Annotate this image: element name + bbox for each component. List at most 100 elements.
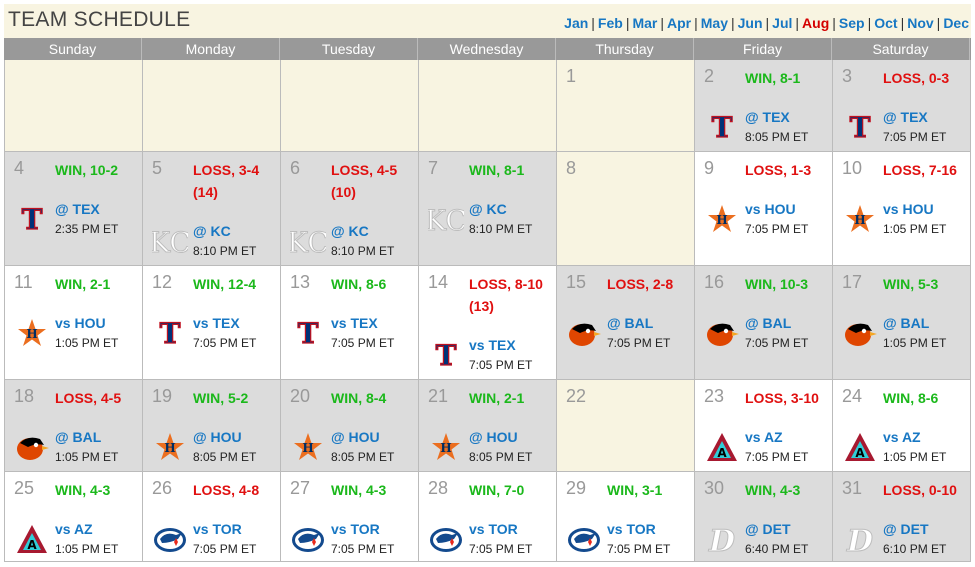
- svg-text:A: A: [717, 446, 727, 460]
- month-link-mar[interactable]: Mar: [632, 15, 658, 31]
- opponent-link[interactable]: vs TOR: [193, 521, 242, 537]
- schedule-calendar: TEAM SCHEDULE Jan | Feb | Mar | Apr | May | Jun | Ju…: [4, 4, 971, 562]
- game-time: 7:05 PM ET: [193, 542, 257, 556]
- calendar-day-27[interactable]: 27 WIN, 4-3 vs TOR 7:05 PM ET: [281, 472, 419, 562]
- month-link-sep[interactable]: Sep: [838, 15, 865, 31]
- month-link-oct[interactable]: Oct: [874, 15, 898, 31]
- game-result: WIN, 8-6: [331, 273, 386, 295]
- svg-text:A: A: [27, 538, 37, 552]
- game-result: WIN, 10-3: [745, 273, 808, 295]
- calendar-day-18[interactable]: 18 LOSS, 4-5 @ BAL 1:05 PM ET: [5, 380, 143, 472]
- tigers-logo: D: [842, 523, 878, 560]
- month-link-jan[interactable]: Jan: [564, 15, 589, 31]
- game-time: 1:05 PM ET: [55, 542, 119, 556]
- opponent-link[interactable]: vs AZ: [55, 521, 93, 537]
- royals-logo: KC: [287, 225, 330, 260]
- svg-text:H: H: [164, 441, 175, 455]
- month-link-jun[interactable]: Jun: [737, 15, 763, 31]
- calendar-day-6[interactable]: 6 LOSS, 4-5 (10) KC @ KC 8:10 PM ET: [281, 152, 419, 266]
- month-separator: |: [591, 15, 595, 31]
- diamondbacks-logo: A: [14, 523, 50, 555]
- calendar-day-20[interactable]: 20 WIN, 8-4 H @ HOU 8:05 PM ET: [281, 380, 419, 472]
- calendar-day-29[interactable]: 29 WIN, 3-1 vs TOR 7:05 PM ET: [557, 472, 695, 562]
- calendar-day-31[interactable]: 31 LOSS, 0-10 D @ DET 6:10 PM ET: [833, 472, 971, 562]
- calendar-day-15[interactable]: 15 LOSS, 2-8 @ BAL 7:05 PM ET: [557, 266, 695, 380]
- game-result: LOSS, 3-4 (14): [193, 159, 259, 203]
- rangers-logo: T: [290, 316, 326, 350]
- opponent-link[interactable]: vs TOR: [607, 521, 656, 537]
- opponent-link[interactable]: @ DET: [745, 521, 791, 537]
- calendar-day-17[interactable]: 17 WIN, 5-3 @ BAL 1:05 PM ET: [833, 266, 971, 380]
- calendar-day-16[interactable]: 16 WIN, 10-3 @ BAL 7:05 PM ET: [695, 266, 833, 380]
- calendar-day-7[interactable]: 7 WIN, 8-1 KC @ KC 8:10 PM ET: [419, 152, 557, 266]
- calendar-day-3[interactable]: 3 LOSS, 0-3 T @ TEX 7:05 PM ET: [833, 60, 971, 152]
- opponent-link[interactable]: vs AZ: [883, 429, 921, 445]
- game-result: WIN, 5-2: [193, 387, 248, 409]
- opponent-link[interactable]: @ BAL: [607, 315, 654, 331]
- month-link-jul[interactable]: Jul: [772, 15, 793, 31]
- month-link-aug[interactable]: Aug: [802, 15, 830, 31]
- opponent-link[interactable]: @ KC: [469, 201, 507, 217]
- result-score: WIN, 4-3: [55, 482, 111, 498]
- opponent-link[interactable]: vs TOR: [331, 521, 380, 537]
- calendar-day-5[interactable]: 5 LOSS, 3-4 (14) KC @ KC 8:10 PM ET: [143, 152, 281, 266]
- day-number: 6: [290, 158, 301, 178]
- calendar-day-26[interactable]: 26 LOSS, 4-8 vs TOR 7:05 PM ET: [143, 472, 281, 562]
- opponent-link[interactable]: @ BAL: [883, 315, 930, 331]
- opponent-link[interactable]: vs HOU: [883, 201, 934, 217]
- opponent-link[interactable]: vs TEX: [331, 315, 378, 331]
- calendar-day-21[interactable]: 21 WIN, 2-1 H @ HOU 8:05 PM ET: [419, 380, 557, 472]
- opponent-link[interactable]: @ TEX: [883, 109, 928, 125]
- game-result: WIN, 8-1: [745, 67, 800, 89]
- opponent-link[interactable]: @ KC: [331, 223, 369, 239]
- opponent-link[interactable]: vs TOR: [469, 521, 518, 537]
- opponent-link[interactable]: @ HOU: [193, 429, 242, 445]
- calendar-day-4[interactable]: 4 WIN, 10-2 T @ TEX 2:35 PM ET: [5, 152, 143, 266]
- opponent-link[interactable]: @ HOU: [331, 429, 380, 445]
- opponent-link[interactable]: vs TEX: [193, 315, 240, 331]
- opponent-link[interactable]: vs AZ: [745, 429, 783, 445]
- game-result: WIN, 2-1: [55, 273, 110, 295]
- game-time: 1:05 PM ET: [883, 222, 947, 236]
- game-time: 7:05 PM ET: [745, 450, 809, 464]
- day-number: 14: [428, 272, 449, 292]
- calendar-day-30[interactable]: 30 WIN, 4-3 D @ DET 6:40 PM ET: [695, 472, 833, 562]
- opponent-link[interactable]: @ KC: [193, 223, 231, 239]
- game-time: 7:05 PM ET: [745, 336, 809, 350]
- calendar-day-2[interactable]: 2 WIN, 8-1 T @ TEX 8:05 PM ET: [695, 60, 833, 152]
- opponent-link[interactable]: @ TEX: [745, 109, 790, 125]
- game-time: 7:05 PM ET: [469, 542, 533, 556]
- opponent-link[interactable]: @ BAL: [745, 315, 792, 331]
- month-link-dec[interactable]: Dec: [943, 15, 969, 31]
- opponent-link[interactable]: @ BAL: [55, 429, 102, 445]
- svg-text:H: H: [440, 441, 451, 455]
- month-link-nov[interactable]: Nov: [907, 15, 934, 31]
- game-time: 8:10 PM ET: [331, 244, 395, 258]
- opponent-link[interactable]: @ TEX: [55, 201, 100, 217]
- calendar-header: TEAM SCHEDULE Jan | Feb | Mar | Apr | May | Jun | Ju…: [4, 4, 971, 38]
- page-title: TEAM SCHEDULE: [8, 8, 191, 31]
- opponent-link[interactable]: @ HOU: [469, 429, 518, 445]
- result-score: WIN, 7-0: [469, 482, 525, 498]
- opponent-link[interactable]: vs HOU: [745, 201, 796, 217]
- month-link-feb[interactable]: Feb: [597, 15, 623, 31]
- month-separator: |: [867, 15, 872, 31]
- month-link-may[interactable]: May: [700, 15, 728, 31]
- opponent-link[interactable]: vs HOU: [55, 315, 106, 331]
- calendar-day-28[interactable]: 28 WIN, 7-0 vs TOR 7:05 PM ET: [419, 472, 557, 562]
- royals-logo: KC: [425, 203, 468, 238]
- opponent-link[interactable]: vs TEX: [469, 337, 516, 353]
- month-link-apr[interactable]: Apr: [667, 15, 692, 31]
- day-number: 11: [14, 272, 33, 292]
- calendar-day-19[interactable]: 19 WIN, 5-2 H @ HOU 8:05 PM ET: [143, 380, 281, 472]
- opponent-link[interactable]: @ DET: [883, 521, 929, 537]
